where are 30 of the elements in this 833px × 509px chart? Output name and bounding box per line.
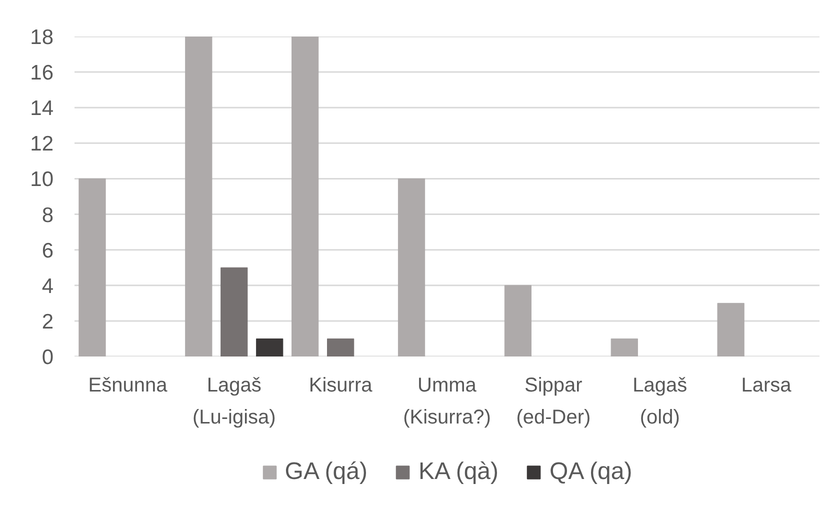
y-tick-label: 14	[30, 97, 54, 120]
x-tick-label: Umma (Kisurra?)	[403, 374, 491, 428]
legend-label: QA (qa)	[550, 458, 632, 486]
bar	[504, 285, 532, 356]
x-tick-label: Lagaš (old)	[632, 374, 688, 428]
y-tick-label: 10	[30, 168, 54, 192]
y-tick-label: 4	[42, 274, 54, 298]
legend-label: KA (qà)	[418, 458, 499, 486]
x-tick-label: Larsa	[741, 374, 792, 396]
x-tick-label: Lagaš (Lu-igisa)	[192, 374, 276, 428]
bar	[398, 178, 426, 356]
bar	[256, 338, 284, 356]
y-tick-label: 18	[30, 26, 54, 49]
y-tick-label: 16	[30, 62, 54, 85]
y-tick-label: 12	[30, 132, 54, 156]
x-tick-label: Sippar (ed-Der)	[516, 374, 591, 428]
x-tick-label: Ešnunna	[88, 374, 168, 396]
y-tick-label: 8	[42, 204, 54, 227]
bar	[185, 36, 212, 356]
bar	[78, 178, 106, 356]
bar	[327, 338, 354, 356]
bar	[220, 267, 248, 356]
bar	[610, 338, 638, 356]
legend-label: GA (qá)	[284, 458, 368, 486]
x-tick-label: Kisurra	[308, 374, 374, 396]
bar	[292, 36, 319, 356]
y-tick-label: 2	[42, 310, 54, 334]
bar	[717, 302, 744, 356]
y-tick-label: 6	[42, 239, 54, 262]
y-tick-label: 0	[42, 346, 54, 369]
